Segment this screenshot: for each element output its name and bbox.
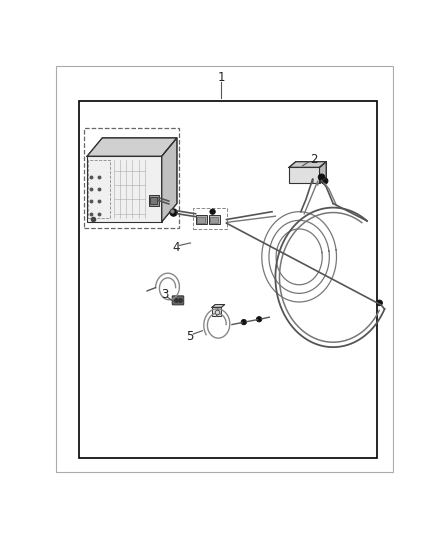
FancyBboxPatch shape [172,296,184,305]
Ellipse shape [210,209,215,214]
Text: 1: 1 [217,70,225,84]
Ellipse shape [241,319,247,325]
Bar [87,156,162,222]
Polygon shape [87,138,177,156]
Bar [209,217,218,223]
Polygon shape [162,138,177,222]
Text: 3: 3 [161,288,168,301]
Bar [149,195,159,206]
Ellipse shape [256,317,262,322]
Bar [84,127,179,228]
Bar [193,207,227,229]
Ellipse shape [376,300,382,306]
Text: 4: 4 [173,241,180,254]
Bar [88,160,110,218]
Ellipse shape [321,177,328,184]
Text: 2: 2 [310,152,317,166]
Bar [212,308,222,317]
Polygon shape [212,304,225,308]
Polygon shape [289,161,326,167]
Bar [197,217,205,223]
Bar [196,215,207,224]
Ellipse shape [318,174,325,181]
Ellipse shape [170,209,177,216]
Text: 5: 5 [186,330,194,343]
Bar [78,101,377,458]
Polygon shape [319,161,326,183]
Bar [150,197,157,204]
Bar [208,215,220,224]
Bar [289,167,320,183]
